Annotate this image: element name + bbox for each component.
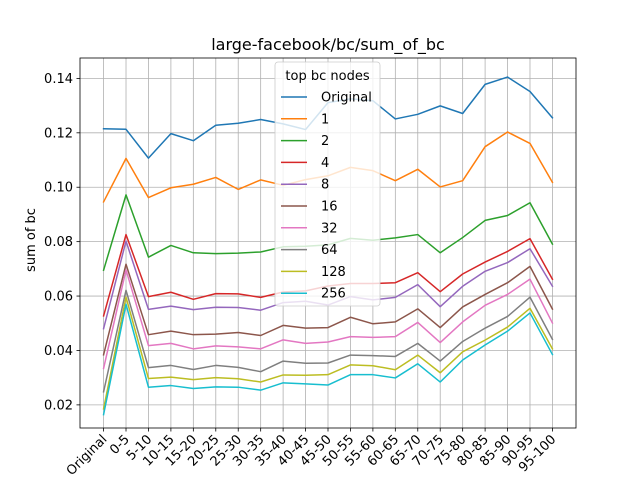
legend-entry-label: 2 [321, 134, 329, 149]
y-tick-label: 0.10 [44, 181, 73, 196]
y-tick-label: 0.06 [44, 290, 73, 305]
legend-entry-label: 32 [321, 221, 338, 236]
legend-box [274, 61, 381, 307]
y-tick-label: 0.02 [44, 398, 73, 413]
y-tick-label: 0.04 [44, 344, 73, 359]
series-line-32 [102, 269, 554, 370]
legend-entry-label: Original [321, 91, 372, 106]
legend-entry-label: 256 [321, 287, 346, 302]
y-tick-label: 0.08 [44, 235, 73, 250]
legend-entry-label: 16 [321, 200, 338, 215]
chart-title: large-facebook/bc/sum_of_bc [211, 35, 445, 55]
legend-entry-label: 8 [321, 178, 329, 193]
legend-entry-label: 128 [321, 265, 346, 280]
y-tick-label: 0.12 [44, 126, 73, 141]
y-axis-label: sum of bc [24, 208, 39, 272]
legend-title: top bc nodes [285, 69, 369, 84]
series-line-256 [102, 303, 554, 416]
series-line-64 [102, 289, 554, 393]
legend: top bc nodes Original 1 2 4 8 16 32 64 128 256 [274, 61, 381, 307]
legend-entry-label: 64 [321, 243, 338, 258]
y-tick-label: 0.14 [44, 72, 73, 87]
legend-entry-label: 4 [321, 156, 329, 171]
series-line-128 [102, 296, 554, 410]
series-line-16 [102, 263, 554, 356]
legend-entry-label: 1 [321, 112, 329, 127]
